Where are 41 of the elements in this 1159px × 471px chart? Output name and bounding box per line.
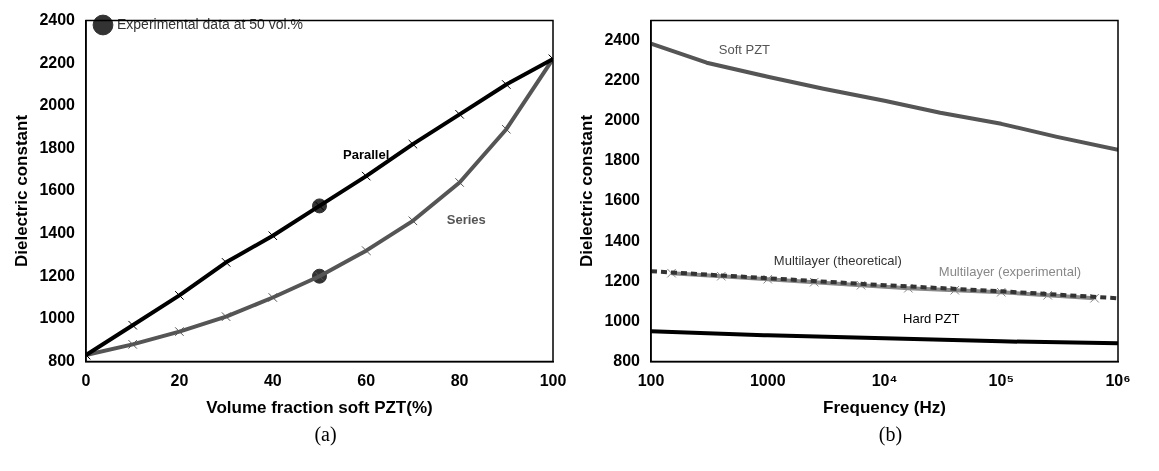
- y-tick-label: 1800: [39, 138, 76, 156]
- y-tick-label: 2200: [604, 71, 641, 89]
- series-label: Soft PZT: [718, 42, 771, 58]
- y-tick-label: 1200: [39, 266, 76, 284]
- x-tick-label: 10⁶: [1105, 372, 1131, 390]
- series-label: Series: [446, 211, 486, 227]
- series-label: Hard PZT: [903, 310, 960, 326]
- x-tick-label: 100: [539, 372, 567, 390]
- x-tick-label: 40: [263, 372, 282, 390]
- series-label: Multilayer (theoretical): [773, 253, 902, 269]
- y-tick-label: 1000: [604, 311, 641, 329]
- y-axis-title: Dielectric constant: [576, 114, 596, 268]
- y-tick-label: 800: [613, 351, 641, 369]
- x-tick-label: 0: [81, 372, 91, 390]
- y-axis-title: Dielectric constant: [11, 114, 31, 268]
- x-tick-label: 1000: [749, 372, 786, 390]
- y-tick-label: 2000: [604, 111, 641, 129]
- x-axis-title: Frequency (Hz): [823, 398, 946, 418]
- y-tick-label: 800: [48, 351, 76, 369]
- x-tick-label: 60: [357, 372, 376, 390]
- x-tick-label: 100: [637, 372, 665, 390]
- x-tick-label: 10⁴: [871, 372, 898, 390]
- y-tick-label: 1400: [604, 231, 641, 249]
- x-axis-title: Volume fraction soft PZT(%): [206, 398, 433, 418]
- y-tick-label: 2200: [39, 53, 76, 71]
- series-label: Multilayer (experimental): [938, 263, 1082, 279]
- y-tick-label: 1600: [39, 181, 76, 199]
- y-tick-label: 1200: [604, 271, 641, 289]
- y-tick-label: 2400: [39, 11, 76, 29]
- x-tick-label: 10⁵: [988, 372, 1014, 390]
- y-tick-label: 1800: [604, 151, 641, 169]
- x-tick-label: 80: [450, 372, 469, 390]
- text: (b): [877, 423, 904, 446]
- x-tick-label: 20: [170, 372, 189, 390]
- y-tick-label: 2000: [39, 96, 76, 114]
- series-label: Parallel: [343, 147, 390, 163]
- y-tick-label: 1600: [604, 191, 641, 209]
- text: (a): [313, 423, 338, 446]
- y-tick-label: 2400: [604, 31, 641, 49]
- y-tick-label: 1400: [39, 224, 76, 242]
- y-tick-label: 1000: [39, 309, 76, 327]
